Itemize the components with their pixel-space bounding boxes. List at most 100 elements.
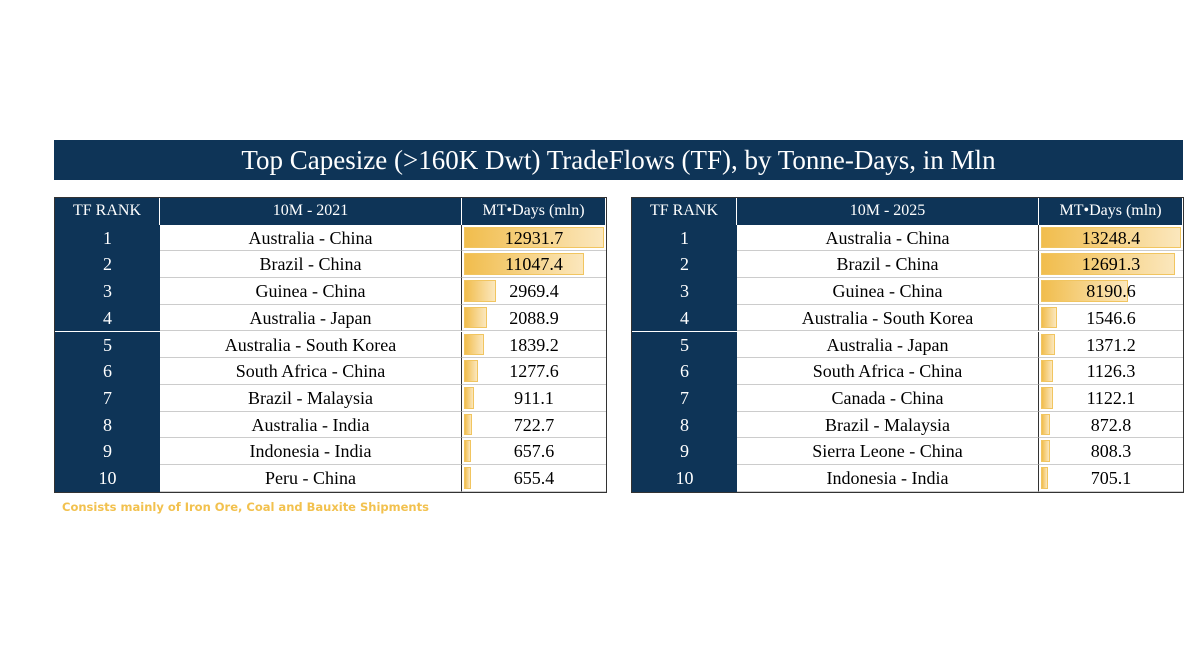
data-bar [1041,280,1128,302]
value-text: 1277.6 [509,361,559,382]
value-text: 13248.4 [1081,227,1141,248]
rank-cell: 4 [55,304,160,332]
value-cell: 12931.7 [462,225,606,252]
rank-cell: 6 [55,358,160,385]
route-cell: Australia - South Korea [737,304,1039,332]
table: TF RANK 10M - 2021 MT•Days (mln) 1 Australia… [54,197,607,493]
route-cell: Peru - China [160,465,462,492]
header-cell: 10M - 2025 [737,198,1039,225]
value-cell: 911.1 [462,385,606,412]
route-cell: Brazil - China [160,251,462,279]
value-text: 1839.2 [509,334,559,355]
data-bar [1041,333,1056,356]
value-cell: 1546.6 [1039,305,1183,332]
data-bar [464,386,474,409]
route-cell: Sierra Leone - China [737,438,1039,465]
value-cell: 2088.9 [462,305,606,332]
value-cell: 657.6 [462,438,606,465]
value-cell: 2969.4 [462,278,606,305]
rank-cell: 2 [632,251,737,279]
rank-cell: 1 [55,224,160,252]
data-bar [464,440,472,462]
data-bar [1041,253,1176,276]
value-text: 808.3 [1090,441,1132,462]
rank-cell: 3 [55,278,160,305]
route-cell: Australia - South Korea [160,331,462,359]
value-text: 11047.4 [505,254,563,275]
rank-cell: 9 [632,438,737,465]
header-cell: 10M - 2021 [160,198,462,225]
value-text: 2088.9 [509,307,559,328]
value-text: 722.7 [513,414,555,435]
header-cell: TF RANK [55,198,160,225]
data-bar [1041,386,1053,409]
value-cell: 8190.6 [1039,278,1183,305]
value-text: 872.8 [1090,414,1132,435]
rank-cell: 6 [632,358,737,385]
value-text: 655.4 [513,468,555,488]
data-bar [464,306,487,329]
data-bar [1041,226,1181,249]
data-bar [464,413,472,436]
value-cell: 1839.2 [462,332,606,359]
header-cell: MT•Days (mln) [1039,198,1183,225]
route-cell: Australia - Japan [737,331,1039,359]
value-cell: 1126.3 [1039,358,1183,385]
rank-cell: 10 [55,465,160,492]
route-cell: Guinea - China [737,278,1039,305]
rank-cell: 9 [55,438,160,465]
rank-cell: 8 [632,411,737,439]
data-bar [464,253,584,276]
route-cell: Australia - India [160,411,462,439]
data-bar [1041,440,1050,462]
data-bar [1041,360,1053,382]
data-bar [464,360,478,382]
rank-cell: 3 [632,278,737,305]
route-cell: Brazil - Malaysia [160,384,462,412]
data-bar [1041,413,1051,436]
table: TF RANK 10M - 2025 MT•Days (mln) 1 Australia… [631,197,1184,493]
data-bar [464,333,484,356]
rank-cell: 2 [55,251,160,279]
value-cell: 1371.2 [1039,332,1183,359]
header-cell: TF RANK [632,198,737,225]
value-text: 12931.7 [504,227,564,248]
route-cell: Indonesia - India [160,438,462,465]
value-cell: 1122.1 [1039,385,1183,412]
data-bar [464,467,472,489]
rank-cell: 5 [632,331,737,359]
value-text: 1546.6 [1086,307,1136,328]
route-cell: Indonesia - India [737,465,1039,492]
value-cell: 13248.4 [1039,225,1183,252]
data-bar [1041,306,1058,329]
rank-cell: 8 [55,411,160,439]
value-cell: 872.8 [1039,412,1183,439]
data-bar [1041,467,1049,489]
rank-cell: 4 [632,304,737,332]
value-cell: 808.3 [1039,438,1183,465]
value-text: 657.6 [513,441,555,462]
value-text: 12691.3 [1081,254,1141,275]
route-cell: South Africa - China [737,358,1039,385]
value-cell: 705.1 [1039,465,1183,492]
footnote: Consists mainly of Iron Ore, Coal and Ba… [62,500,429,514]
value-cell: 11047.4 [462,251,606,279]
value-text: 8190.6 [1086,281,1136,302]
value-text: 705.1 [1090,468,1132,488]
value-text: 1122.1 [1086,387,1136,408]
route-cell: Australia - China [737,224,1039,252]
header-cell: MT•Days (mln) [462,198,606,225]
rank-cell: 5 [55,331,160,359]
value-text: 1126.3 [1086,361,1136,382]
rank-cell: 10 [632,465,737,492]
rank-cell: 1 [632,224,737,252]
value-text: 2969.4 [509,281,559,302]
value-text: 1371.2 [1086,334,1136,355]
route-cell: South Africa - China [160,358,462,385]
route-cell: Brazil - Malaysia [737,411,1039,439]
rank-cell: 7 [55,384,160,412]
value-cell: 1277.6 [462,358,606,385]
data-bar [464,280,497,302]
value-cell: 655.4 [462,465,606,492]
route-cell: Australia - China [160,224,462,252]
